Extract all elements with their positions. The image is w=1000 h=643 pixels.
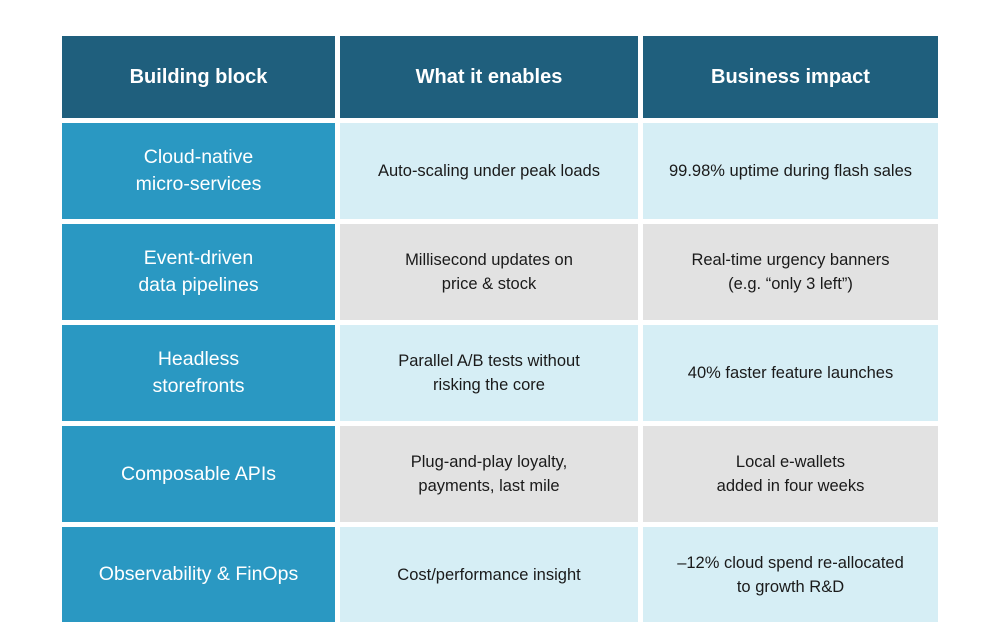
row-1-enables: Auto-scaling under peak loads (340, 123, 638, 219)
row-3-building-block: Headless storefronts (62, 325, 335, 421)
cell-text: Plug-and-play loyalty, payments, last mi… (410, 453, 568, 495)
row-1-impact: 99.98% uptime during flash sales (643, 123, 938, 219)
header-label: Building block (129, 65, 268, 88)
cell-text: 40% faster feature launches (687, 364, 894, 382)
cell-text: –12% cloud spend re-allocated to growth … (677, 553, 904, 596)
cell-text: Millisecond updates on price & stock (405, 251, 573, 293)
cell-text: Real-time urgency banners (e.g. “only 3 … (691, 251, 890, 293)
header-label: What it enables (415, 65, 563, 88)
row-4-enables: Plug-and-play loyalty, payments, last mi… (340, 426, 638, 522)
cell-text: Auto-scaling under peak loads (378, 162, 600, 180)
row-2-enables: Millisecond updates on price & stock (340, 224, 638, 320)
cell-text: Event-driven data pipelines (138, 247, 259, 296)
row-3-impact: 40% faster feature launches (643, 325, 938, 421)
row-5-impact: –12% cloud spend re-allocated to growth … (643, 527, 938, 622)
cell-text: Headless storefronts (152, 348, 245, 397)
row-3-enables: Parallel A/B tests without risking the c… (340, 325, 638, 421)
cell-text: Local e-wallets added in four weeks (716, 453, 865, 495)
header-building-block: Building block (62, 36, 335, 118)
header-what-it-enables: What it enables (340, 36, 638, 118)
row-2-impact: Real-time urgency banners (e.g. “only 3 … (643, 224, 938, 320)
building-blocks-table: Building block What it enables Business … (62, 36, 938, 622)
row-4-building-block: Composable APIs (62, 426, 335, 522)
row-4-impact: Local e-wallets added in four weeks (643, 426, 938, 522)
cell-text: Cloud-native micro-services (135, 146, 262, 195)
cell-text: Cost/performance insight (397, 565, 581, 584)
row-5-enables: Cost/performance insight (340, 527, 638, 622)
cell-text: Parallel A/B tests without risking the c… (398, 352, 580, 394)
header-label: Business impact (711, 65, 870, 88)
cell-text: Composable APIs (120, 462, 276, 485)
row-1-building-block: Cloud-native micro-services (62, 123, 335, 219)
cell-text: Observability & FinOps (98, 563, 299, 585)
cell-text: 99.98% uptime during flash sales (668, 162, 913, 180)
header-business-impact: Business impact (643, 36, 938, 118)
row-5-building-block: Observability & FinOps (62, 527, 335, 622)
row-2-building-block: Event-driven data pipelines (62, 224, 335, 320)
